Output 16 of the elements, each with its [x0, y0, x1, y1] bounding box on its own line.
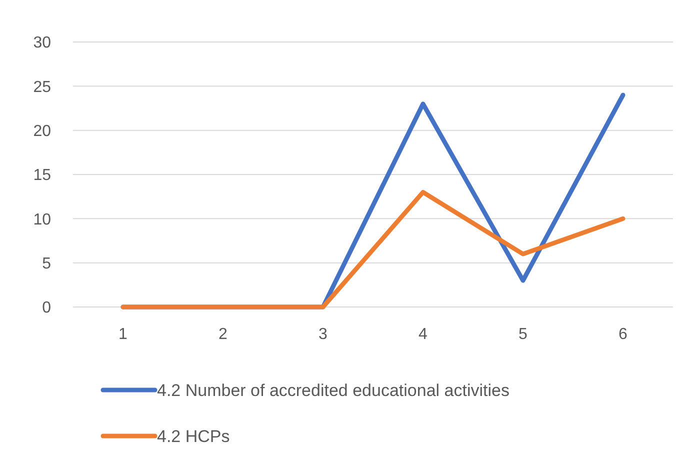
legend-label: 4.2 Number of accredited educational activities [157, 380, 510, 400]
x-tick-label: 6 [618, 326, 628, 343]
y-tick-label: 10 [33, 211, 52, 228]
x-tick-label: 3 [318, 326, 328, 343]
y-tick-label: 0 [42, 300, 52, 317]
legend-label: 4.2 HCPs [157, 426, 230, 446]
y-tick-label: 15 [33, 167, 52, 184]
y-tick-label: 5 [42, 255, 52, 272]
y-tick-label: 25 [33, 78, 52, 96]
x-tick-label: 5 [518, 326, 528, 343]
x-tick-label: 1 [118, 326, 128, 343]
y-tick-label: 20 [33, 122, 52, 140]
x-tick-label: 2 [218, 326, 228, 343]
y-tick-label: 30 [33, 34, 52, 52]
x-tick-label: 4 [418, 326, 428, 343]
line-series [120, 190, 626, 310]
